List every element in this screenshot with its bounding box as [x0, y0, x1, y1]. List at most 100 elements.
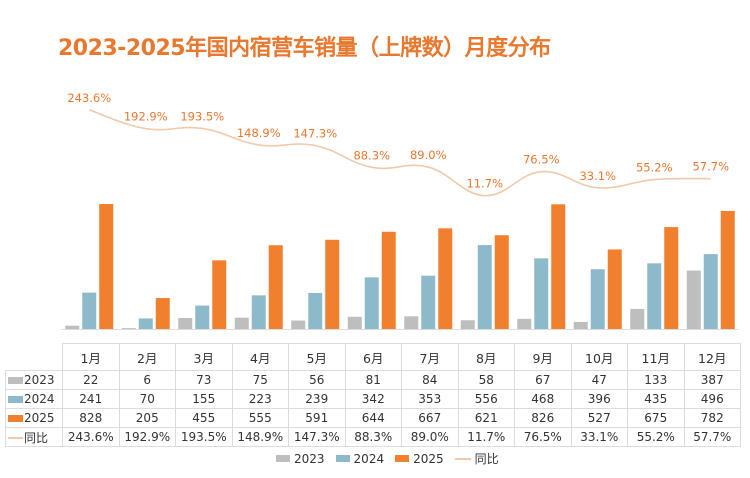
table-cell: 223: [231, 389, 289, 409]
table-cell: 455: [175, 408, 233, 428]
bar-2025-7: [438, 228, 453, 329]
legend-swatch-icon: [335, 455, 350, 462]
yoy-data-label: 76.5%: [523, 153, 560, 167]
legend-item-2024: 2024: [335, 452, 384, 466]
table-cell: 527: [570, 408, 628, 428]
table-cell: 192.9%: [118, 427, 176, 447]
bar-2025-4: [268, 245, 283, 329]
bar-2023-7: [404, 316, 419, 329]
table-header-month: 11月: [627, 343, 685, 371]
legend-swatch-yoy: [8, 437, 23, 439]
bar-2023-3: [178, 317, 193, 329]
table-cell: 58: [457, 370, 515, 390]
bar-2025-2: [155, 298, 170, 329]
table-cell: 556: [457, 389, 515, 409]
bar-2024-8: [477, 245, 492, 329]
table-header-month: 10月: [570, 343, 628, 371]
yoy-data-label: 57.7%: [692, 160, 729, 174]
legend-item-2025: 2025: [395, 452, 444, 466]
bar-2025-11: [664, 227, 679, 329]
bar-2023-9: [517, 318, 532, 329]
table-corner: [5, 343, 63, 371]
legend-swatch-2023: [8, 377, 23, 384]
bar-2023-12: [686, 270, 701, 329]
table-header-month: 12月: [683, 343, 741, 371]
yoy-data-label: 33.1%: [579, 169, 616, 183]
table-cell: 11.7%: [457, 427, 515, 447]
yoy-line: [88, 109, 711, 197]
table-header-month: 6月: [344, 343, 402, 371]
table-header-month: 9月: [514, 343, 572, 371]
bar-2025-3: [212, 260, 227, 329]
legend-item-2023: 2023: [276, 452, 325, 466]
legend-item-yoy: 同比: [454, 450, 499, 467]
table-cell: 826: [514, 408, 572, 428]
table-cell: 243.6%: [62, 427, 120, 447]
table-cell: 133: [627, 370, 685, 390]
table-cell: 75: [231, 370, 289, 390]
table-cell: 387: [683, 370, 741, 390]
bar-2025-5: [325, 239, 340, 329]
legend-swatch-2024: [8, 396, 23, 403]
yoy-data-label: 192.9%: [124, 110, 168, 124]
table-row-yoy: 同比 243.6% 192.9% 193.5% 148.9% 147.3% 88.3% 89…: [5, 427, 741, 447]
table-header-month: 7月: [401, 343, 459, 371]
table-cell: 353: [401, 389, 459, 409]
table-header-month: 2月: [118, 343, 176, 371]
bar-2023-6: [347, 316, 362, 329]
table-cell: 147.3%: [288, 427, 346, 447]
bar-2024-3: [195, 305, 210, 329]
row-label-2023: 2023: [5, 370, 63, 390]
table-header-month: 3月: [175, 343, 233, 371]
bar-2023-10: [573, 321, 588, 329]
table-row-2025: 2025 828 205 455 555 591 644 667 621 826 527 675 78…: [5, 408, 741, 428]
table-cell: 81: [344, 370, 402, 390]
yoy-data-label: 148.9%: [237, 126, 281, 140]
table-cell: 675: [627, 408, 685, 428]
row-label-2025: 2025: [5, 408, 63, 428]
table-cell: 33.1%: [570, 427, 628, 447]
bar-group: [65, 204, 735, 330]
bar-2023-8: [460, 320, 475, 329]
table-cell: 6: [118, 370, 176, 390]
bar-2024-4: [251, 295, 266, 329]
data-table: 1月 2月 3月 4月 5月 6月 7月 8月 9月 10月 11月 12月 2023 22 6 73 75…: [5, 343, 741, 447]
table-cell: 782: [683, 408, 741, 428]
yoy-data-label: 55.2%: [636, 161, 673, 175]
yoy-data-label: 11.7%: [466, 177, 503, 191]
table-cell: 88.3%: [344, 427, 402, 447]
bar-2024-5: [308, 292, 323, 329]
legend-swatch-icon: [276, 455, 290, 462]
bar-2025-10: [607, 249, 622, 329]
bar-2024-12: [703, 254, 718, 329]
table-cell: 496: [683, 389, 741, 409]
bar-2025-12: [720, 210, 735, 329]
yoy-data-label: 88.3%: [353, 148, 390, 162]
row-label-2024: 2024: [5, 389, 63, 409]
table-cell: 241: [62, 389, 120, 409]
bar-2024-1: [82, 292, 97, 329]
table-cell: 55.2%: [627, 427, 685, 447]
table-header-month: 5月: [288, 343, 346, 371]
legend-swatch-2025: [8, 415, 23, 422]
bar-2025-1: [99, 204, 114, 329]
table-cell: 468: [514, 389, 572, 409]
table-cell: 67: [514, 370, 572, 390]
bar-2025-9: [551, 204, 566, 329]
yoy-data-label: 243.6%: [67, 91, 111, 105]
bar-2024-9: [534, 258, 549, 329]
table-cell: 342: [344, 389, 402, 409]
table-row-2024: 2024 241 70 155 223 239 342 353 556 468 396 435 496: [5, 389, 741, 409]
table-header-month: 4月: [231, 343, 289, 371]
bar-2023-2: [121, 328, 136, 330]
row-label-yoy: 同比: [5, 427, 63, 447]
table-cell: 70: [118, 389, 176, 409]
chart-plot: 243.6% 192.9% 193.5% 148.9% 147.3% 88.3% 89.0%…: [61, 91, 739, 330]
table-cell: 73: [175, 370, 233, 390]
table-cell: 84: [401, 370, 459, 390]
table-cell: 644: [344, 408, 402, 428]
table-cell: 396: [570, 389, 628, 409]
table-cell: 56: [288, 370, 346, 390]
table-cell: 621: [457, 408, 515, 428]
table-header-month: 8月: [457, 343, 515, 371]
